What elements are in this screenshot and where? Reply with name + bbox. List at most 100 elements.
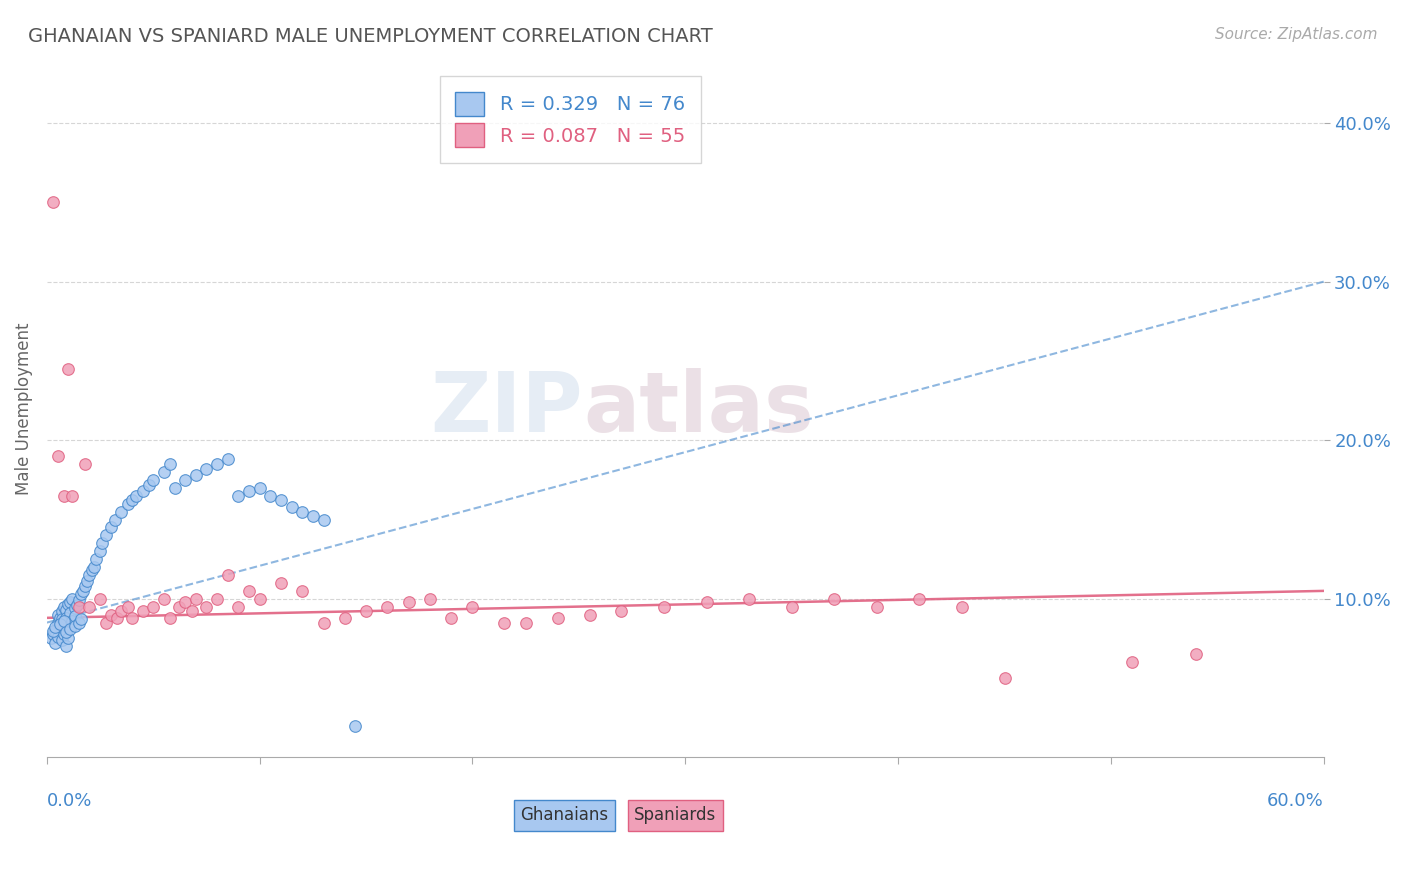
Text: 0.0%: 0.0% xyxy=(46,792,93,810)
Point xyxy=(48,617,70,632)
Point xyxy=(55,611,77,625)
Point xyxy=(56,362,79,376)
Point xyxy=(46,449,69,463)
Point xyxy=(70,587,93,601)
Point xyxy=(121,493,143,508)
Text: ZIP: ZIP xyxy=(430,368,583,449)
Point xyxy=(52,619,75,633)
Point xyxy=(46,630,69,644)
Text: Spaniards: Spaniards xyxy=(634,806,717,824)
Point xyxy=(138,477,160,491)
Point xyxy=(354,605,377,619)
Point xyxy=(547,611,569,625)
Point xyxy=(105,611,128,625)
Point xyxy=(270,493,292,508)
Point xyxy=(738,591,761,606)
Point xyxy=(780,599,803,614)
Point xyxy=(76,574,98,589)
Point xyxy=(110,505,132,519)
Point xyxy=(228,599,250,614)
Point xyxy=(142,599,165,614)
Point xyxy=(52,599,75,614)
Point xyxy=(79,568,101,582)
Point xyxy=(117,599,139,614)
Point xyxy=(195,599,218,614)
Point xyxy=(515,615,537,630)
Point xyxy=(56,632,79,646)
Point xyxy=(908,591,931,606)
Point xyxy=(110,605,132,619)
Point xyxy=(48,620,70,634)
Point xyxy=(63,619,86,633)
Point xyxy=(195,462,218,476)
Point xyxy=(153,465,176,479)
Point xyxy=(83,560,105,574)
Point xyxy=(75,579,97,593)
Point xyxy=(67,599,90,614)
Point xyxy=(249,481,271,495)
Point xyxy=(249,591,271,606)
Point xyxy=(59,606,82,620)
Point xyxy=(62,614,84,628)
Point xyxy=(55,603,77,617)
Point xyxy=(228,489,250,503)
Point xyxy=(52,614,75,628)
Point xyxy=(56,620,79,634)
Point xyxy=(67,593,90,607)
Point xyxy=(1185,648,1208,662)
Point xyxy=(56,597,79,611)
Point xyxy=(125,489,148,503)
Point xyxy=(104,512,127,526)
Point xyxy=(461,599,484,614)
Point xyxy=(217,568,239,582)
Point xyxy=(72,583,94,598)
Point xyxy=(174,473,197,487)
Point xyxy=(55,625,77,640)
Point xyxy=(950,599,973,614)
Point xyxy=(174,595,197,609)
Point xyxy=(344,719,367,733)
Point xyxy=(63,609,86,624)
Point xyxy=(46,615,69,630)
Point xyxy=(52,626,75,640)
Point xyxy=(291,583,314,598)
Point xyxy=(121,611,143,625)
Point xyxy=(578,607,600,622)
Point xyxy=(55,640,77,654)
Point xyxy=(48,611,70,625)
Point xyxy=(42,195,65,210)
Point xyxy=(51,612,73,626)
Point xyxy=(312,512,335,526)
Point xyxy=(100,607,122,622)
Point xyxy=(96,615,118,630)
Point xyxy=(131,483,153,498)
Point xyxy=(62,489,84,503)
Point xyxy=(89,544,111,558)
Point xyxy=(66,598,89,612)
Point xyxy=(238,583,260,598)
Point xyxy=(205,457,228,471)
Point xyxy=(302,509,325,524)
Point xyxy=(159,611,181,625)
Point xyxy=(131,605,153,619)
Point xyxy=(117,497,139,511)
Point xyxy=(163,481,186,495)
Point xyxy=(398,595,420,609)
Point xyxy=(159,457,181,471)
Point xyxy=(184,591,207,606)
Point xyxy=(84,552,107,566)
Point xyxy=(42,626,65,640)
Point xyxy=(823,591,845,606)
Point xyxy=(46,607,69,622)
Point xyxy=(42,624,65,638)
Point xyxy=(696,595,718,609)
Point xyxy=(440,611,463,625)
Point xyxy=(59,622,82,636)
Point xyxy=(52,489,75,503)
Point xyxy=(51,605,73,619)
Point xyxy=(280,500,302,514)
Point xyxy=(866,599,889,614)
Y-axis label: Male Unemployment: Male Unemployment xyxy=(15,322,32,495)
Text: atlas: atlas xyxy=(583,368,814,449)
Point xyxy=(75,457,97,471)
